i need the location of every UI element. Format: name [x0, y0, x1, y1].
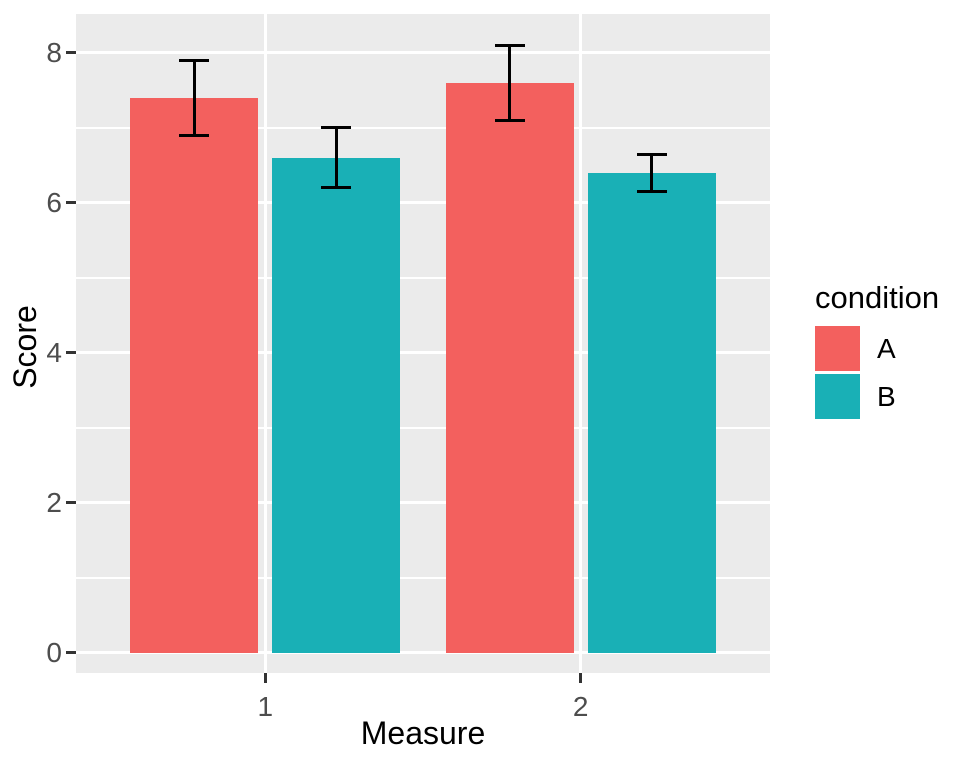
gridline-minor — [76, 577, 770, 579]
y-tick-mark-2 — [66, 501, 76, 505]
errorbar-a-2-line — [508, 45, 512, 121]
y-tick-mark-6 — [66, 201, 76, 205]
y-tick-mark-8 — [66, 51, 76, 55]
errorbar-a-2-cap-top — [494, 43, 525, 47]
bar-a-1 — [130, 97, 259, 653]
errorbar-b-2-cap-top — [636, 152, 667, 156]
gridline-minor — [76, 427, 770, 429]
gridline-minor — [76, 127, 770, 129]
errorbar-a-1-cap-bottom — [179, 133, 210, 137]
y-tick-label-2: 2 — [46, 486, 62, 518]
y-tick-mark-4 — [66, 351, 76, 355]
gridline-major-vertical — [263, 14, 267, 673]
legend-title: condition — [815, 280, 940, 315]
legend-swatch-b — [815, 374, 860, 419]
bar-a-2 — [445, 82, 574, 653]
bar-b-1 — [272, 157, 401, 653]
y-tick-label-0: 0 — [46, 636, 62, 668]
legend-item-b: B — [815, 374, 939, 419]
errorbar-a-2-cap-bottom — [494, 118, 525, 122]
bar-b-2 — [587, 172, 716, 653]
errorbar-b-1-cap-top — [321, 126, 352, 130]
y-tick-mark-0 — [66, 651, 76, 655]
errorbar-b-1-line — [334, 127, 338, 188]
x-tick-label-1: 1 — [257, 691, 274, 722]
legend-swatch-a — [815, 326, 860, 371]
errorbar-a-1-cap-top — [179, 58, 210, 62]
gridline-major — [76, 351, 770, 355]
errorbar-b-1-cap-bottom — [321, 186, 352, 190]
legend-label-b: B — [877, 380, 896, 412]
errorbar-a-1-line — [192, 60, 196, 136]
errorbar-b-2-line — [650, 154, 654, 192]
x-tick-mark-2 — [579, 673, 583, 683]
y-tick-label-8: 8 — [46, 36, 62, 68]
gridline-major-vertical — [579, 14, 583, 673]
errorbar-b-2-cap-bottom — [636, 190, 667, 194]
gridline-minor — [76, 277, 770, 279]
x-axis-title: Measure — [360, 715, 486, 751]
y-tick-label-4: 4 — [46, 336, 62, 368]
gridline-major — [76, 501, 770, 505]
gridline-major — [76, 201, 770, 205]
x-tick-label-2: 2 — [572, 691, 589, 722]
gridline-major — [76, 651, 770, 655]
y-tick-label-6: 6 — [46, 186, 62, 218]
legend: condition A B — [815, 281, 939, 422]
x-tick-mark-1 — [263, 673, 267, 683]
plot-panel — [76, 14, 770, 673]
legend-label-a: A — [877, 332, 896, 364]
gridline-major — [76, 51, 770, 55]
legend-item-a: A — [815, 326, 939, 371]
